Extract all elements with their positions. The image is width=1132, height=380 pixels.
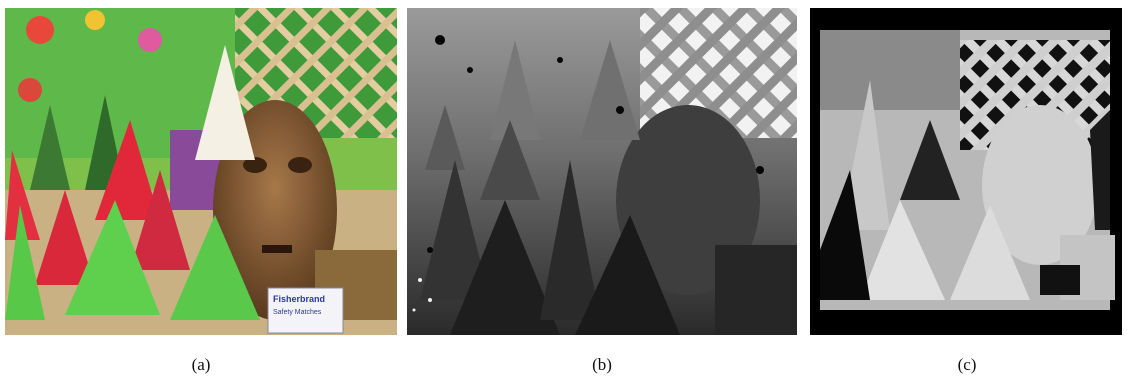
panel-a-image: Fisherbrand Safety Matches: [5, 8, 397, 335]
caption-b: (b): [592, 355, 612, 374]
panel-b-image: [407, 8, 797, 335]
caption-c: (c): [958, 355, 977, 374]
label-brand: Fisherbrand: [273, 294, 325, 304]
label-product: Safety Matches: [273, 309, 322, 316]
figure: Fisherbrand Safety Matches: [0, 0, 1132, 380]
caption-a: (a): [192, 355, 211, 374]
panel-c-image: [810, 8, 1122, 335]
